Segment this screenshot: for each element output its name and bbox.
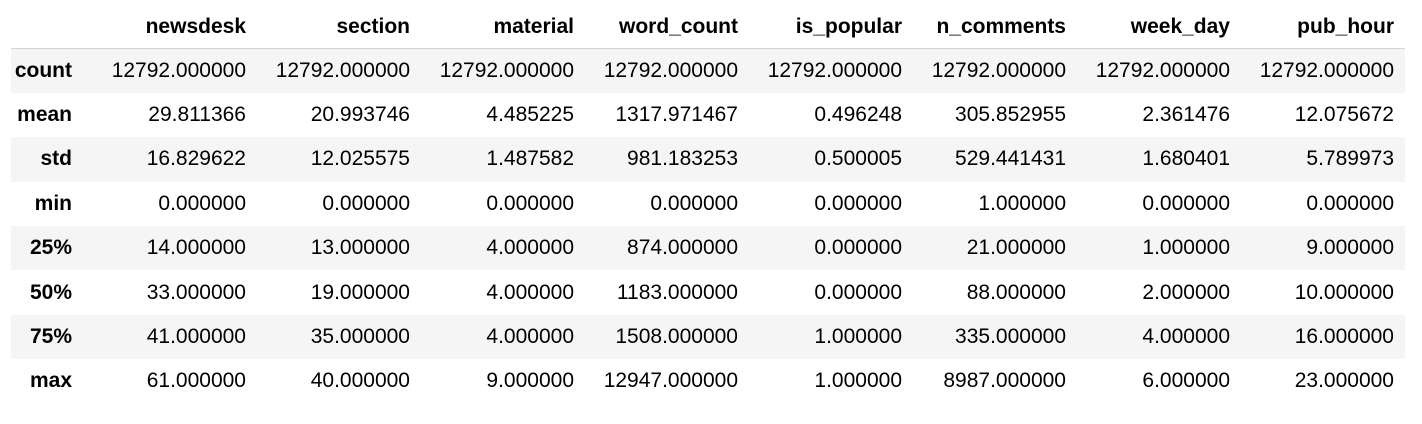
table-cell: 12792.000000 bbox=[931, 58, 1066, 82]
describe-table: newsdesk section material word_count is_… bbox=[11, 5, 1405, 404]
table-cell: 4.000000 bbox=[1142, 325, 1230, 349]
column-header-word-count: word_count bbox=[585, 5, 749, 49]
table-cell: 4.000000 bbox=[486, 325, 574, 349]
table-cell: 61.000000 bbox=[146, 369, 246, 393]
table-cell: 12792.000000 bbox=[603, 58, 738, 82]
table-cell: 12792.000000 bbox=[1259, 58, 1394, 82]
table-cell: 12792.000000 bbox=[111, 58, 246, 82]
table-cell: 41.000000 bbox=[146, 325, 246, 349]
table-cell: 0.000000 bbox=[650, 191, 738, 215]
table-cell: 29.811366 bbox=[148, 103, 246, 127]
row-label: mean bbox=[17, 103, 72, 127]
table-cell: 12792.000000 bbox=[439, 58, 574, 82]
table-cell: 19.000000 bbox=[310, 280, 410, 304]
column-header-pub-hour: pub_hour bbox=[1241, 5, 1405, 49]
table-row: 25% 14.000000 13.000000 4.000000 874.000000 0… bbox=[11, 226, 1405, 271]
table-cell: 0.000000 bbox=[814, 236, 902, 260]
table-cell: 0.000000 bbox=[814, 191, 902, 215]
table-cell: 0.000000 bbox=[1142, 191, 1230, 215]
row-label: max bbox=[29, 369, 72, 393]
table-cell: 1508.000000 bbox=[615, 325, 738, 349]
table-cell: 305.852955 bbox=[955, 103, 1066, 127]
table-cell: 40.000000 bbox=[310, 369, 410, 393]
column-header-week-day: week_day bbox=[1077, 5, 1241, 49]
table-cell: 1.000000 bbox=[814, 369, 902, 393]
row-label: std bbox=[40, 147, 73, 171]
table-cell: 8987.000000 bbox=[943, 369, 1066, 393]
table-cell: 16.829622 bbox=[146, 147, 246, 171]
table-cell: 6.000000 bbox=[1142, 369, 1230, 393]
column-header-newsdesk: newsdesk bbox=[92, 5, 257, 49]
row-label: count bbox=[14, 58, 72, 82]
table-cell: 12792.000000 bbox=[1095, 58, 1230, 82]
table-cell: 12947.000000 bbox=[603, 369, 738, 393]
table-cell: 9.000000 bbox=[1306, 236, 1394, 260]
table-cell: 2.000000 bbox=[1142, 280, 1230, 304]
table-cell: 1317.971467 bbox=[615, 103, 738, 127]
table-cell: 874.000000 bbox=[627, 236, 738, 260]
table-cell: 0.000000 bbox=[322, 191, 410, 215]
row-label: min bbox=[34, 191, 72, 215]
row-label: 75% bbox=[29, 325, 72, 349]
table-cell: 2.361476 bbox=[1142, 103, 1230, 127]
column-header-is-popular: is_popular bbox=[749, 5, 913, 49]
table-cell: 1.000000 bbox=[814, 325, 902, 349]
table-cell: 335.000000 bbox=[955, 325, 1066, 349]
table-cell: 13.000000 bbox=[310, 236, 410, 260]
table-cell: 1183.000000 bbox=[616, 280, 738, 304]
header-row: newsdesk section material word_count is_… bbox=[11, 5, 1405, 49]
table-cell: 10.000000 bbox=[1294, 280, 1394, 304]
table-cell: 88.000000 bbox=[966, 280, 1066, 304]
table-cell: 12.075672 bbox=[1294, 103, 1394, 127]
table-header: newsdesk section material word_count is_… bbox=[11, 5, 1405, 49]
table-cell: 1.000000 bbox=[1142, 236, 1230, 260]
table-cell: 529.441431 bbox=[955, 147, 1066, 171]
dataframe-output: newsdesk section material word_count is_… bbox=[11, 5, 1405, 404]
table-cell: 14.000000 bbox=[146, 236, 246, 260]
table-cell: 23.000000 bbox=[1294, 369, 1394, 393]
table-cell: 20.993746 bbox=[310, 103, 410, 127]
column-header-section: section bbox=[257, 5, 421, 49]
table-cell: 4.485225 bbox=[486, 103, 574, 127]
table-cell: 0.500005 bbox=[814, 147, 902, 171]
table-cell: 1.000000 bbox=[978, 191, 1066, 215]
table-cell: 16.000000 bbox=[1294, 325, 1394, 349]
table-cell: 4.000000 bbox=[486, 280, 574, 304]
table-cell: 9.000000 bbox=[486, 369, 574, 393]
table-cell: 12.025575 bbox=[310, 147, 410, 171]
table-row: count 12792.000000 12792.000000 12792.00000… bbox=[11, 48, 1405, 93]
column-header-material: material bbox=[421, 5, 585, 49]
index-header bbox=[11, 5, 92, 49]
table-cell: 0.496248 bbox=[814, 103, 902, 127]
table-cell: 0.000000 bbox=[1306, 191, 1394, 215]
table-row: max 61.000000 40.000000 9.000000 12947.00000… bbox=[11, 359, 1405, 403]
table-cell: 1.680401 bbox=[1142, 147, 1230, 171]
table-cell: 0.000000 bbox=[814, 280, 902, 304]
table-row: std 16.829622 12.025575 1.487582 981.183253 0… bbox=[11, 137, 1405, 182]
column-header-n-comments: n_comments bbox=[913, 5, 1077, 49]
table-cell: 0.000000 bbox=[158, 191, 246, 215]
table-cell: 5.789973 bbox=[1306, 147, 1394, 171]
table-cell: 0.000000 bbox=[486, 191, 574, 215]
table-row: 50% 33.000000 19.000000 4.000000 1183.000000… bbox=[11, 270, 1405, 314]
table-row: mean 29.811366 20.993746 4.485225 1317.97146… bbox=[11, 93, 1405, 137]
table-cell: 1.487582 bbox=[486, 147, 574, 171]
table-cell: 981.183253 bbox=[627, 147, 738, 171]
table-cell: 12792.000000 bbox=[767, 58, 902, 82]
row-label: 50% bbox=[29, 280, 72, 304]
table-body: count 12792.000000 12792.000000 12792.00000… bbox=[11, 48, 1405, 404]
table-row: 75% 41.000000 35.000000 4.000000 1508.000000… bbox=[11, 314, 1405, 360]
row-label: 25% bbox=[29, 236, 72, 260]
table-cell: 12792.000000 bbox=[275, 58, 410, 82]
table-cell: 35.000000 bbox=[310, 325, 410, 349]
table-cell: 33.000000 bbox=[146, 280, 246, 304]
table-cell: 21.000000 bbox=[966, 236, 1066, 260]
table-row: min 0.000000 0.000000 0.000000 0.000000 0.000… bbox=[11, 182, 1405, 226]
table-cell: 4.000000 bbox=[486, 236, 574, 260]
